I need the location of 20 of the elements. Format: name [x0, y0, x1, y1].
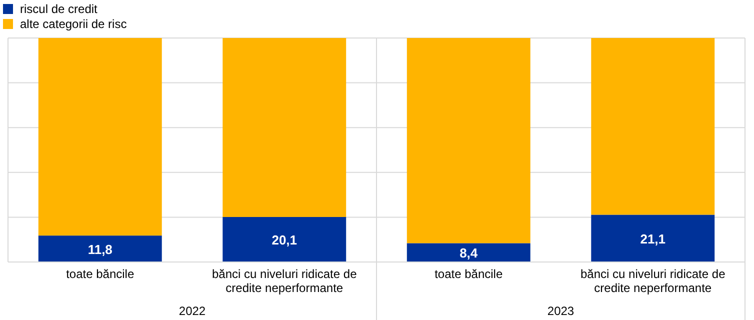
- bar: [406, 38, 530, 244]
- legend-label: riscul de credit: [20, 2, 98, 16]
- text: 2023: [547, 304, 574, 318]
- x-tick-label: bănci cu niveluri ridicate de credite neperformante: [212, 267, 358, 295]
- bar: [38, 236, 162, 262]
- bar: [591, 38, 715, 215]
- x-tick-label: toate băncile: [434, 267, 503, 281]
- data-label: 11,8: [88, 242, 112, 257]
- bar: [222, 216, 346, 262]
- bar: [406, 243, 530, 262]
- data-label: 8,4: [460, 246, 478, 261]
- legend-label: alte categorii de risc: [20, 17, 127, 31]
- data-label: 20,1: [272, 232, 298, 248]
- x-tick-label: bănci cu niveluri ridicate de credite neperformante: [580, 267, 726, 295]
- bar: [38, 38, 162, 236]
- text: 2022: [178, 304, 206, 318]
- data-label: 21,1: [640, 231, 666, 246]
- bar: [222, 38, 346, 217]
- x-tick-label: toate băncile: [66, 267, 134, 281]
- bar: [591, 214, 715, 262]
